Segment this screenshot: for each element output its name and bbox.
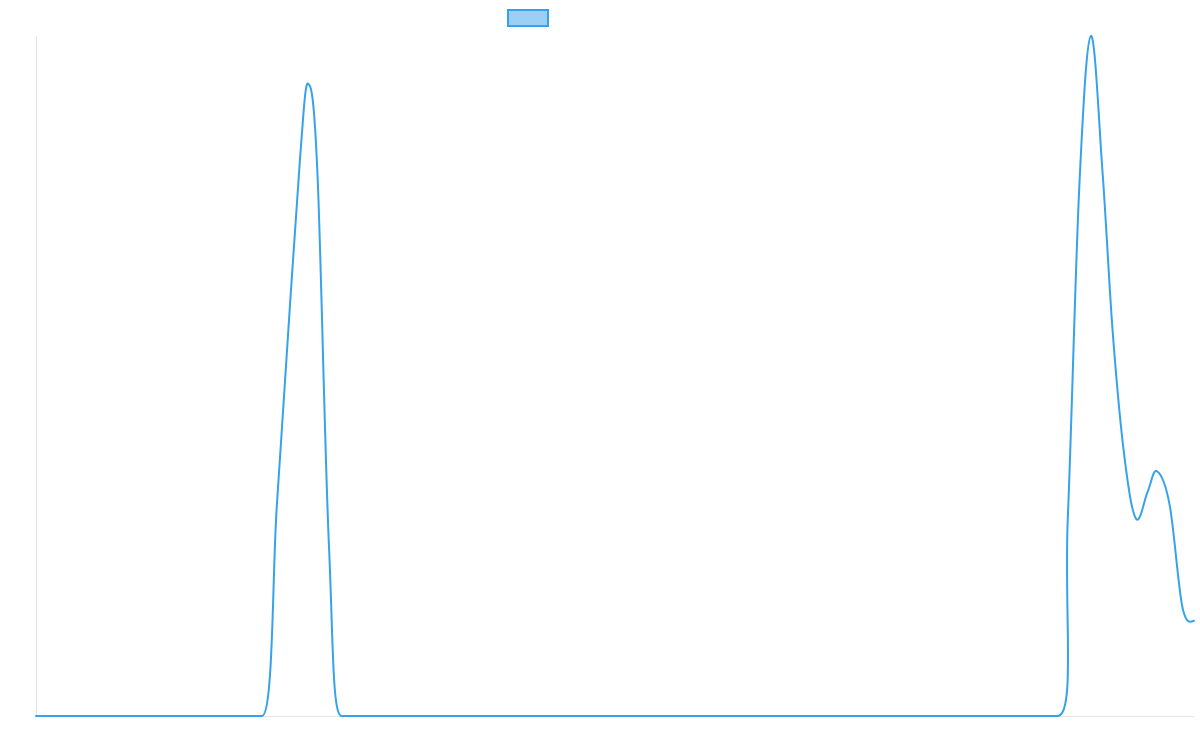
axes: [36, 36, 1194, 717]
legend[interactable]: [507, 9, 549, 27]
series-line: [35, 34, 1195, 718]
series-layer: [35, 34, 1195, 718]
legend-swatch[interactable]: [507, 9, 549, 27]
